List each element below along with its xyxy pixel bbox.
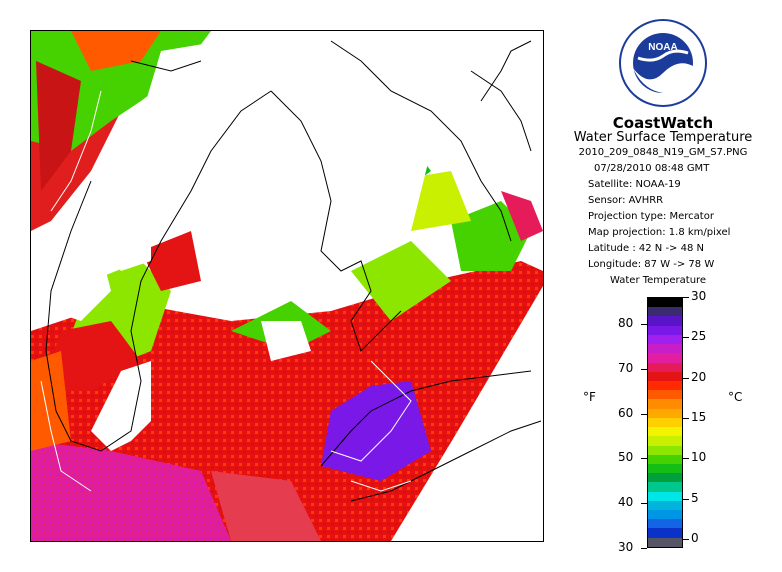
lake-huron-coast bbox=[330, 40, 512, 242]
celsius-tick-label: 30 bbox=[691, 289, 707, 303]
fahrenheit-tick-mark bbox=[641, 503, 647, 505]
projection-type: Projection type: Mercator bbox=[588, 211, 714, 222]
color-swatch bbox=[648, 316, 682, 326]
celsius-tick-label: 5 bbox=[691, 490, 699, 505]
cloud-region bbox=[91, 31, 511, 311]
celsius-tick-label: 25 bbox=[691, 329, 707, 344]
fahrenheit-tick-label: 50 bbox=[618, 450, 634, 465]
longitude-range: Longitude: 87 W -> 78 W bbox=[588, 259, 715, 270]
product-title: Water Surface Temperature bbox=[573, 130, 753, 145]
celsius-tick-mark bbox=[683, 418, 689, 420]
color-swatch bbox=[648, 399, 682, 409]
color-swatch bbox=[648, 510, 682, 520]
fahrenheit-tick-mark bbox=[641, 548, 647, 549]
fahrenheit-tick-mark bbox=[641, 458, 647, 460]
color-swatch bbox=[648, 537, 682, 547]
color-swatch bbox=[648, 371, 682, 381]
fahrenheit-tick-mark bbox=[641, 413, 647, 415]
michigan-thumb-coast bbox=[270, 90, 402, 352]
noaa-logo-icon: NOAA bbox=[619, 19, 707, 107]
lake-michigan-coast bbox=[45, 90, 272, 452]
celsius-tick-mark bbox=[683, 337, 689, 339]
satellite: Satellite: NOAA-19 bbox=[588, 179, 681, 190]
info-panel: NOAA CoastWatch Water Surface Temperatur… bbox=[558, 18, 768, 563]
latitude-range: Latitude : 42 N -> 48 N bbox=[588, 243, 704, 254]
color-swatch bbox=[648, 307, 682, 317]
datetime: 07/28/2010 08:48 GMT bbox=[594, 163, 710, 174]
color-swatch bbox=[648, 353, 682, 363]
georgian-bay-coast bbox=[470, 70, 532, 152]
color-swatch bbox=[648, 334, 682, 345]
celsius-tick-mark bbox=[683, 458, 689, 460]
unit-fahrenheit: °F bbox=[583, 390, 596, 404]
unit-celsius: °C bbox=[728, 390, 743, 404]
color-swatch bbox=[648, 408, 682, 418]
color-swatch bbox=[648, 436, 682, 446]
magenta-region bbox=[31, 441, 231, 541]
color-swatch bbox=[648, 344, 682, 354]
lake-erie-coast bbox=[320, 370, 532, 467]
color-swatch bbox=[648, 362, 682, 372]
fahrenheit-tick-mark bbox=[641, 323, 647, 325]
color-swatch bbox=[648, 482, 682, 492]
brand-title: CoastWatch bbox=[612, 114, 714, 132]
fahrenheit-tick-label: 30 bbox=[618, 540, 634, 554]
celsius-tick-label: 20 bbox=[691, 369, 707, 384]
color-swatch bbox=[648, 427, 682, 437]
filename: 2010_209_0848_N19_GM_S7.PNG bbox=[578, 147, 748, 158]
color-swatch bbox=[648, 500, 682, 511]
fahrenheit-tick-label: 80 bbox=[618, 315, 634, 330]
no-data-region bbox=[393, 286, 543, 541]
color-swatch bbox=[648, 463, 682, 474]
color-swatch bbox=[648, 491, 682, 501]
sensor: Sensor: AVHRR bbox=[588, 195, 664, 206]
fahrenheit-tick-label: 70 bbox=[618, 360, 634, 375]
fahrenheit-tick-mark bbox=[641, 368, 647, 370]
color-swatch bbox=[648, 445, 682, 455]
celsius-tick-mark bbox=[683, 377, 689, 379]
color-swatch bbox=[648, 417, 682, 428]
fahrenheit-tick-label: 40 bbox=[618, 495, 634, 510]
color-swatch bbox=[648, 519, 682, 529]
celsius-tick-label: 10 bbox=[691, 450, 707, 465]
celsius-tick-mark bbox=[683, 297, 689, 298]
purple-region bbox=[321, 381, 431, 481]
color-swatch bbox=[648, 298, 682, 308]
color-swatch bbox=[648, 473, 682, 483]
celsius-tick-label: 0 bbox=[691, 531, 699, 546]
celsius-tick-mark bbox=[683, 498, 689, 500]
color-swatch bbox=[648, 325, 682, 335]
color-scale-bar bbox=[647, 297, 683, 548]
map-image bbox=[31, 31, 543, 541]
color-swatch bbox=[648, 454, 682, 464]
color-swatch bbox=[648, 390, 682, 400]
sst-map[interactable] bbox=[30, 30, 544, 542]
celsius-tick-mark bbox=[683, 539, 689, 541]
celsius-tick-label: 15 bbox=[691, 410, 707, 425]
logo-text: NOAA bbox=[648, 42, 677, 53]
fahrenheit-tick-label: 60 bbox=[618, 405, 634, 420]
legend-title: Water Temperature bbox=[610, 275, 707, 286]
color-swatch bbox=[648, 380, 682, 391]
color-swatch bbox=[648, 528, 682, 538]
map-projection: Map projection: 1.8 km/pixel bbox=[588, 227, 731, 238]
